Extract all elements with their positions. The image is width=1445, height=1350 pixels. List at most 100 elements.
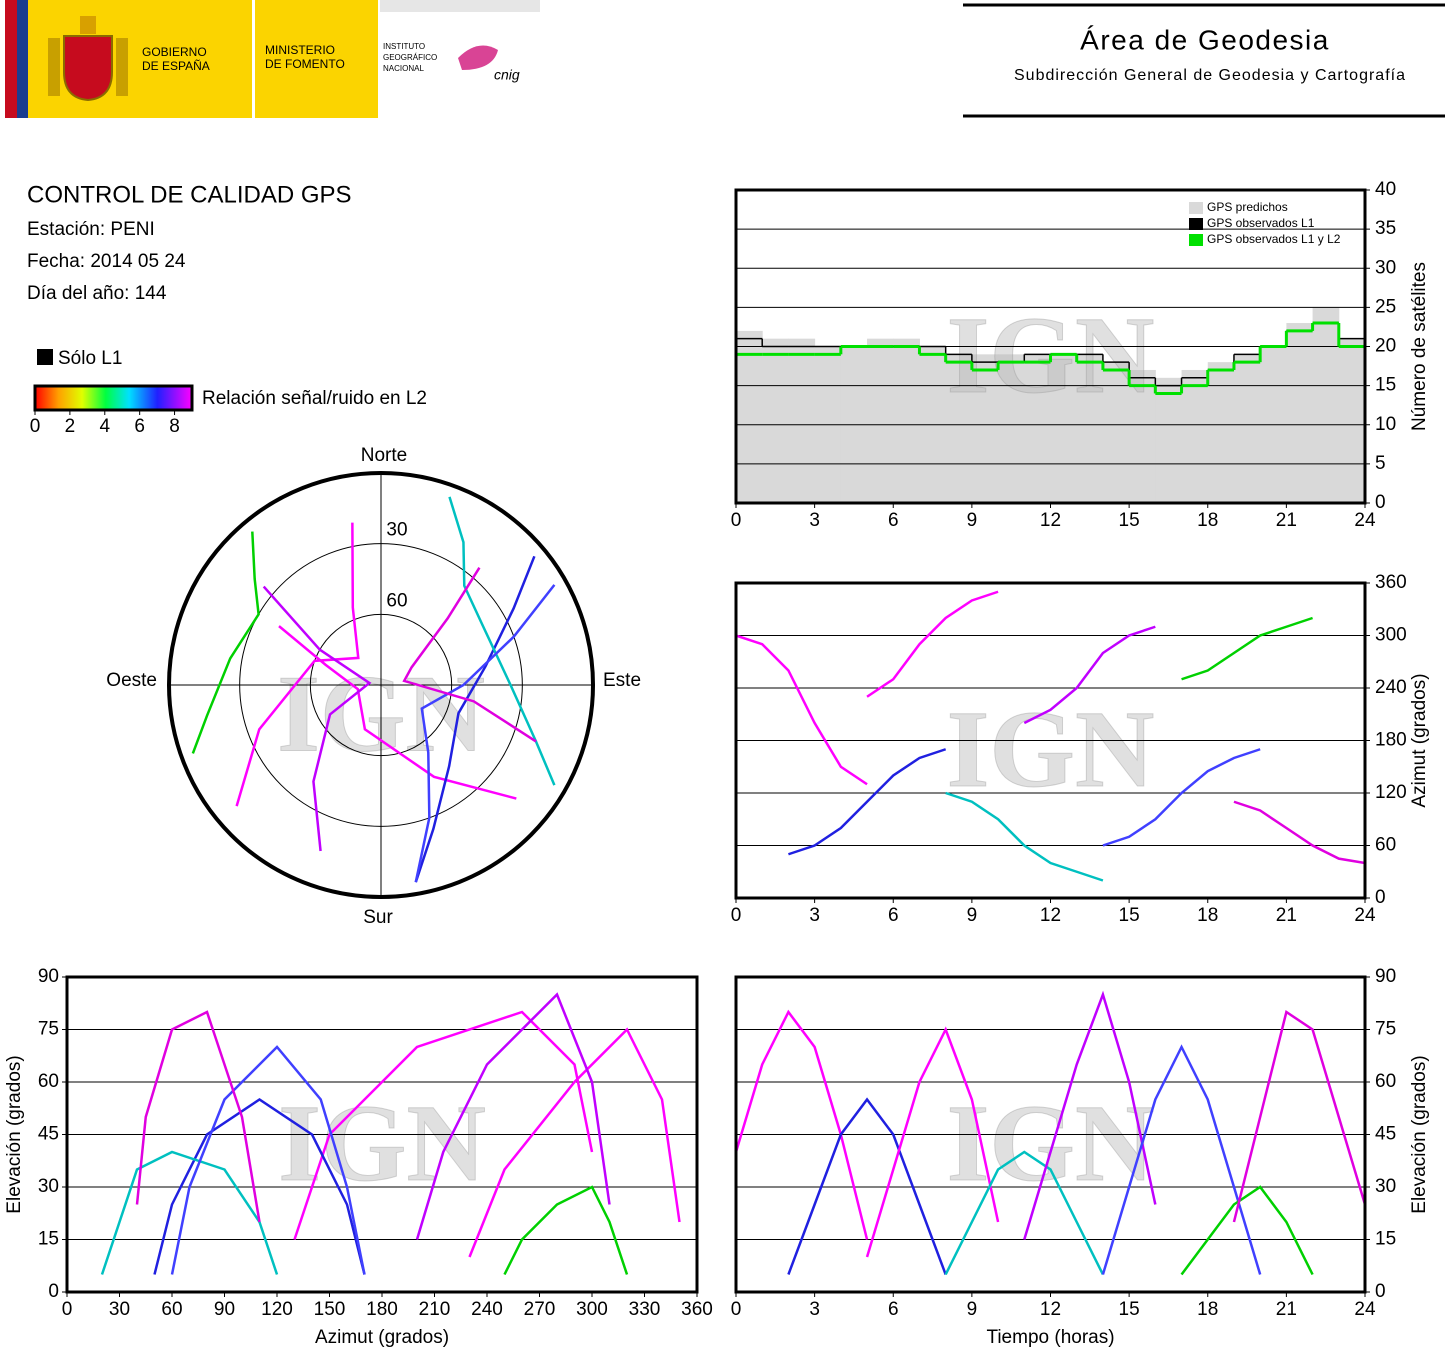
y-tick-label: 10 [1375, 414, 1396, 435]
x-tick-label: 270 [524, 1299, 556, 1320]
x-tick-label: 30 [109, 1299, 130, 1320]
satellite-track [1233, 800, 1365, 865]
colorbar-tick-label: 4 [99, 416, 110, 437]
satellite-track [1180, 1185, 1314, 1276]
x-axis-label: Azimut (grados) [315, 1327, 449, 1348]
y-tick-label: 0 [48, 1281, 59, 1302]
satellite-track [414, 555, 536, 883]
x-tick-label: 9 [967, 905, 978, 926]
predicted-bar [1181, 369, 1209, 503]
legend-swatch [1189, 218, 1203, 230]
predicted-bar [867, 338, 894, 503]
y-tick-label: 90 [1375, 966, 1396, 987]
instituto-line: NACIONAL [383, 64, 424, 73]
satellite-track [944, 1150, 1105, 1276]
y-tick-label: 0 [1375, 492, 1386, 513]
x-tick-label: 15 [1119, 905, 1140, 926]
report-title: CONTROL DE CALIDAD GPS [27, 181, 352, 208]
y-tick-label: 40 [1375, 179, 1396, 200]
x-tick-label: 90 [214, 1299, 235, 1320]
direction-label: Este [603, 670, 641, 691]
x-tick-label: 3 [809, 510, 820, 531]
satellite-track [865, 1026, 1000, 1258]
y-tick-label: 15 [1375, 375, 1396, 396]
x-tick-label: 360 [681, 1299, 713, 1320]
watermark: IGN [947, 688, 1155, 810]
colorbar [33, 384, 194, 412]
satellite-track [278, 625, 517, 800]
predicted-bar [1286, 323, 1314, 503]
predicted-bar [736, 330, 763, 503]
gobierno-line: DE ESPAÑA [142, 59, 210, 73]
skyplot-frame [167, 471, 595, 899]
y-tick-label: 45 [38, 1124, 59, 1145]
x-tick-label: 0 [731, 905, 742, 926]
x-tick-label: 12 [1040, 905, 1061, 926]
legend-swatch [1189, 234, 1203, 246]
satellite-track [788, 748, 947, 856]
eu-stripe [17, 0, 28, 118]
colorbar-tick-label: 8 [169, 416, 180, 437]
watermark: IGN [278, 1082, 486, 1204]
y-tick-label: 30 [38, 1176, 59, 1197]
only-l1-swatch [37, 349, 53, 365]
x-tick-label: 12 [1040, 1299, 1061, 1320]
y-axis-label: Elevación (grados) [4, 1055, 25, 1213]
satellite-track [736, 634, 868, 786]
colorbar-tick-label: 0 [30, 416, 41, 437]
watermark: IGN [947, 294, 1155, 416]
satellite-track [866, 590, 999, 698]
y-tick-label: 30 [1375, 1176, 1396, 1197]
area-subtitle: Subdirección General de Geodesia y Carto… [1014, 67, 1406, 84]
station: Estación: PENI [27, 219, 155, 240]
x-tick-label: 3 [809, 1299, 820, 1320]
x-tick-label: 60 [161, 1299, 182, 1320]
y-tick-label: 240 [1375, 677, 1407, 698]
chart: IGN 0 15 30 45 60 75 90 0 3 6 9 12 15 18 21 24 Elevación … [731, 966, 1430, 1348]
x-tick-label: 15 [1119, 1299, 1140, 1320]
x-tick-label: 3 [809, 905, 820, 926]
satellite-track [1023, 625, 1156, 725]
marks [736, 307, 1365, 503]
y-tick-label: 60 [38, 1071, 59, 1092]
x-tick-label: 24 [1354, 905, 1376, 926]
predicted-bar [1207, 362, 1235, 503]
date: Fecha: 2014 05 24 [27, 251, 186, 272]
chart: IGN GPS predichos GPS observados L1 GPS obs… [731, 179, 1430, 531]
x-tick-label: 12 [1040, 510, 1061, 531]
instituto-line: GEOGRÁFICO [383, 53, 437, 62]
x-tick-label: 6 [888, 1299, 899, 1320]
predicted-bar [1233, 354, 1261, 503]
chart: IGN 0 60 120 180 240 300 360 0 3 6 9 12 15 18 21 24 Azimu… [731, 572, 1430, 926]
series [736, 321, 1365, 395]
legend-label: GPS observados L1 [1207, 216, 1315, 230]
predicted-bar [1129, 369, 1156, 503]
y-tick-label: 0 [1375, 887, 1386, 908]
series [736, 590, 1365, 882]
y-tick-label: 180 [1375, 730, 1407, 751]
satellite-track [1181, 616, 1313, 681]
x-tick-label: 240 [471, 1299, 503, 1320]
elevation-ring-label: 30 [386, 520, 407, 541]
elevation-ring [239, 543, 523, 827]
satellite-track [503, 1185, 629, 1276]
predicted-bar [945, 354, 973, 503]
satellite-track [415, 992, 611, 1240]
legend-swatch [1189, 202, 1203, 214]
predicted-bar [1155, 377, 1183, 503]
only-l1-label: Sólo L1 [58, 348, 122, 369]
elevation-ring [309, 613, 453, 757]
x-tick-label: 24 [1354, 1299, 1376, 1320]
legend-label: GPS predichos [1207, 200, 1288, 214]
coat-of-arms [48, 16, 128, 102]
legend-label: GPS observados L1 y L2 [1207, 232, 1341, 246]
predicted-bar [1024, 354, 1051, 503]
y-tick-label: 15 [38, 1229, 59, 1250]
elevation-ring-label: 60 [386, 590, 407, 611]
colorbar-tick-label: 2 [65, 416, 76, 437]
y-axis-label: Elevación (grados) [1409, 1055, 1430, 1213]
y-tick-label: 90 [38, 966, 59, 987]
day-of-year: Día del año: 144 [27, 283, 167, 304]
y-tick-label: 75 [38, 1019, 59, 1040]
